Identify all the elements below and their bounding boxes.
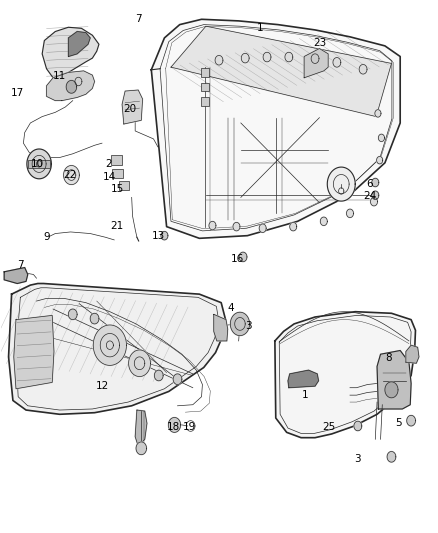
Polygon shape (68, 31, 90, 56)
Bar (119, 181, 129, 190)
Polygon shape (259, 224, 266, 232)
Polygon shape (285, 52, 293, 62)
Polygon shape (387, 451, 396, 462)
Polygon shape (209, 221, 216, 230)
Bar (201, 68, 209, 77)
Text: 2: 2 (106, 159, 112, 169)
Polygon shape (90, 313, 99, 324)
Bar (201, 83, 209, 91)
Text: 10: 10 (31, 159, 44, 169)
Polygon shape (377, 351, 411, 409)
Text: 7: 7 (135, 14, 141, 25)
Polygon shape (233, 222, 240, 231)
Polygon shape (375, 110, 381, 117)
Polygon shape (161, 231, 168, 240)
Polygon shape (42, 27, 99, 78)
Text: 25: 25 (322, 422, 336, 432)
Text: 19: 19 (183, 422, 196, 432)
Text: 14: 14 (102, 172, 116, 182)
Text: 4: 4 (228, 303, 234, 313)
Text: 16: 16 (231, 254, 244, 263)
Polygon shape (385, 382, 398, 398)
Polygon shape (304, 49, 328, 78)
Polygon shape (64, 165, 79, 184)
Polygon shape (406, 345, 419, 364)
Polygon shape (407, 415, 416, 426)
Polygon shape (27, 149, 51, 179)
Polygon shape (230, 312, 250, 336)
Polygon shape (354, 421, 362, 431)
Polygon shape (290, 222, 297, 231)
Polygon shape (377, 157, 383, 164)
Polygon shape (333, 58, 341, 67)
Text: 15: 15 (111, 184, 124, 195)
Polygon shape (136, 442, 147, 455)
Polygon shape (46, 71, 95, 101)
Text: 9: 9 (43, 232, 50, 243)
Polygon shape (135, 410, 147, 446)
Text: 22: 22 (63, 170, 76, 180)
Polygon shape (66, 80, 77, 93)
Text: 23: 23 (313, 38, 326, 48)
Polygon shape (275, 312, 416, 438)
Text: 3: 3 (245, 321, 252, 331)
Polygon shape (129, 350, 150, 376)
Polygon shape (215, 55, 223, 65)
Polygon shape (372, 191, 379, 199)
Text: 1: 1 (257, 23, 264, 34)
Polygon shape (4, 268, 28, 284)
Polygon shape (154, 370, 163, 381)
Polygon shape (171, 26, 392, 117)
Polygon shape (372, 178, 379, 187)
Polygon shape (14, 316, 54, 389)
Polygon shape (239, 252, 247, 262)
Text: 3: 3 (354, 454, 361, 464)
Bar (201, 98, 209, 106)
Text: 18: 18 (166, 422, 180, 432)
Text: 24: 24 (363, 191, 376, 201)
Text: 21: 21 (110, 221, 123, 231)
Polygon shape (346, 209, 353, 217)
Text: 20: 20 (123, 103, 136, 114)
Polygon shape (214, 314, 228, 341)
Polygon shape (371, 197, 378, 206)
Text: 7: 7 (17, 261, 24, 270)
Polygon shape (241, 53, 249, 63)
Polygon shape (327, 167, 355, 201)
Polygon shape (68, 309, 77, 320)
Text: 8: 8 (385, 353, 392, 363)
Text: 6: 6 (366, 179, 373, 189)
Polygon shape (320, 217, 327, 225)
Polygon shape (168, 417, 180, 432)
Text: 13: 13 (152, 231, 166, 241)
Text: 1: 1 (302, 390, 309, 400)
Polygon shape (359, 64, 367, 74)
Polygon shape (9, 284, 226, 414)
Polygon shape (173, 374, 182, 384)
Polygon shape (122, 90, 143, 124)
Text: 17: 17 (11, 88, 24, 98)
Bar (113, 168, 123, 178)
Polygon shape (151, 19, 400, 238)
Bar (28, 160, 50, 167)
Polygon shape (263, 52, 271, 62)
Text: 5: 5 (396, 418, 402, 429)
Text: 11: 11 (53, 71, 66, 81)
Text: 12: 12 (95, 381, 109, 391)
Polygon shape (378, 134, 385, 142)
Bar (111, 156, 122, 165)
Polygon shape (311, 54, 319, 63)
Polygon shape (288, 370, 318, 387)
Polygon shape (93, 325, 127, 366)
